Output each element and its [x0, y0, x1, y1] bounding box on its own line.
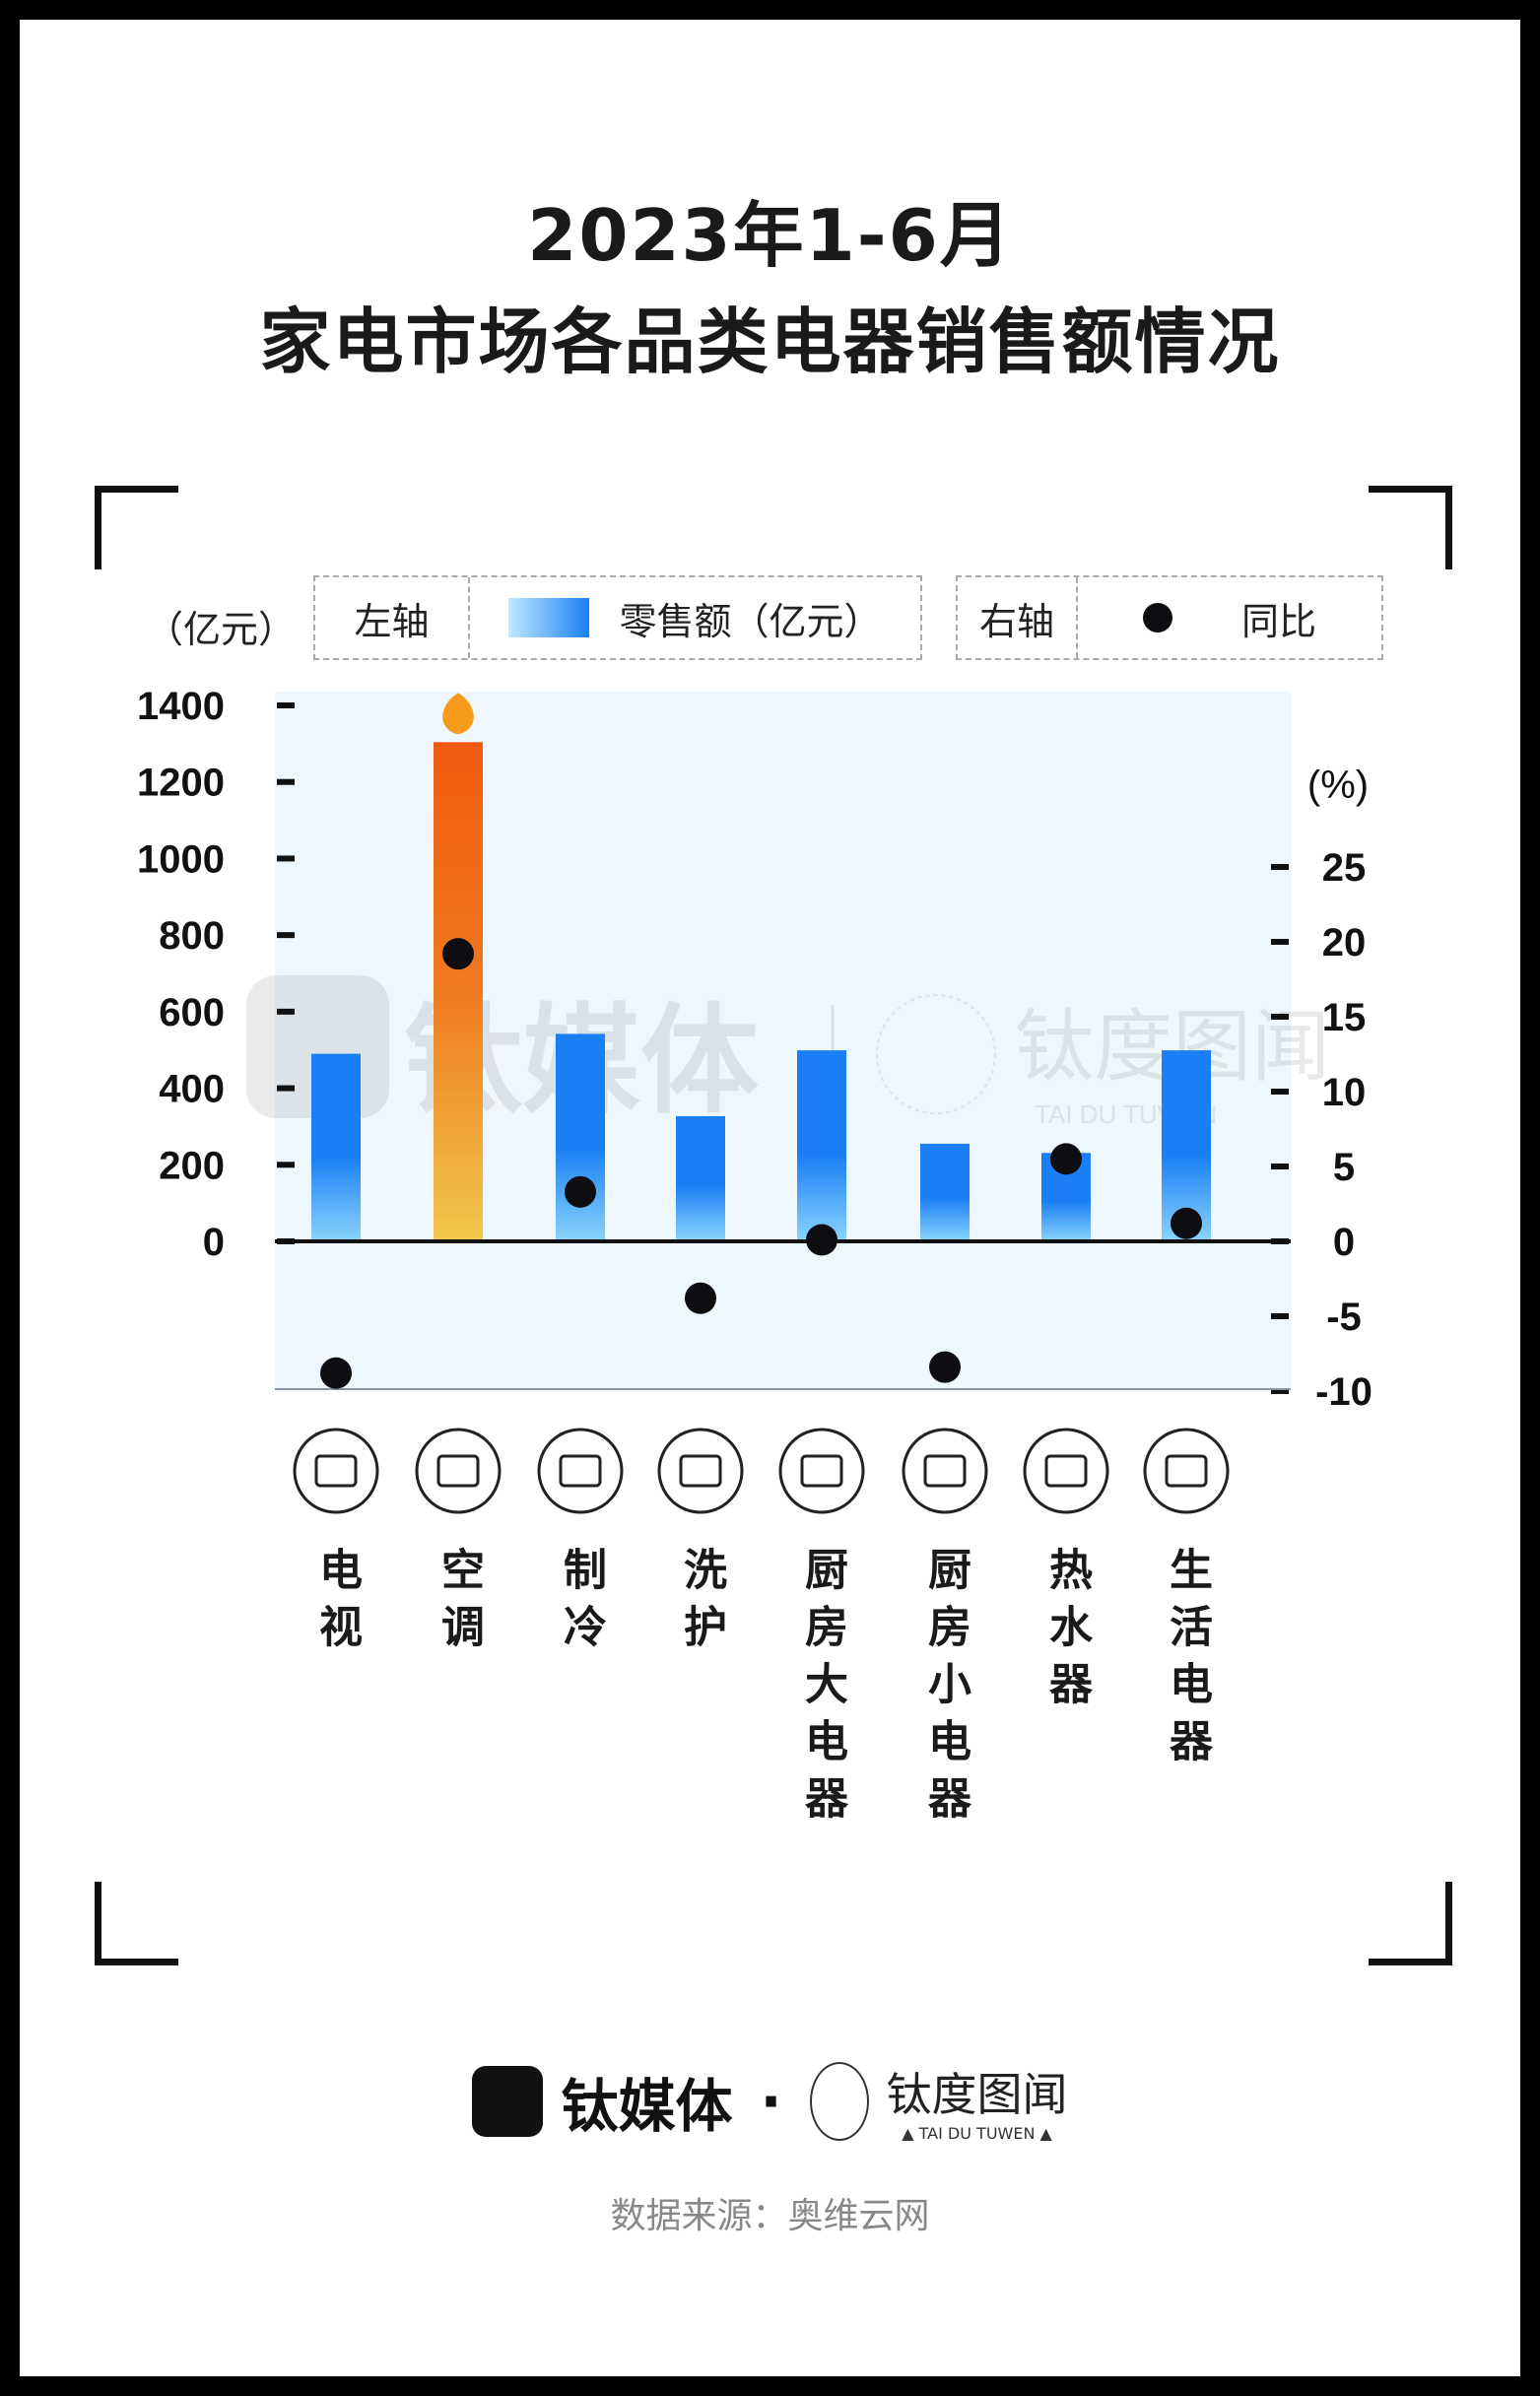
legend-bar-entry: 零售额（亿元）	[468, 577, 920, 658]
right-axis-tick	[1271, 1089, 1289, 1095]
right-axis-tick-label: -10	[1315, 1370, 1373, 1414]
legend-bar-label: 零售额（亿元）	[619, 599, 882, 643]
left-axis-tick	[277, 1008, 295, 1015]
yoy-dot-3	[685, 1282, 716, 1314]
left-axis-tick-label: 800	[159, 914, 225, 958]
bar-1	[434, 742, 483, 1241]
yoy-dot-7	[1171, 1207, 1202, 1239]
right-axis-tick-label: 25	[1322, 846, 1367, 890]
legend-right: 右轴 同比	[956, 575, 1383, 660]
right-axis-tick	[1271, 1313, 1289, 1319]
right-axis-tick-label: 10	[1322, 1071, 1367, 1114]
yoy-dot-0	[320, 1357, 352, 1389]
footer-dot: ·	[760, 2067, 782, 2135]
corner-bracket-top-right	[1369, 486, 1452, 569]
right-axis-tick	[1271, 864, 1289, 870]
yoy-dot-1	[442, 938, 474, 970]
category-label: 厨房小电器	[920, 1547, 971, 1832]
title-line-2: 家电市场各品类电器销售额情况	[259, 300, 1281, 383]
category-label: 空调	[434, 1547, 484, 1661]
yoy-dot-4	[806, 1224, 837, 1256]
snowflake-icon	[537, 1428, 624, 1514]
category-label: 电视	[311, 1547, 362, 1661]
left-axis-tick	[277, 855, 295, 862]
left-axis-tick-label: 1000	[137, 837, 225, 881]
category-label: 厨房大电器	[797, 1547, 847, 1832]
right-axis-tick	[1271, 1014, 1289, 1020]
right-axis-tick-label: 20	[1322, 921, 1367, 965]
fire-icon	[442, 693, 474, 735]
air-conditioner-icon	[415, 1428, 502, 1514]
left-axis-unit: （亿元）	[146, 608, 297, 651]
data-source: 数据来源：奥维云网	[610, 2196, 930, 2236]
range-hood-icon	[778, 1428, 865, 1514]
bar-0	[311, 1053, 361, 1241]
right-axis-tick	[1271, 1164, 1289, 1169]
corner-bracket-top-left	[95, 486, 178, 569]
right-axis-tick-label: 15	[1322, 996, 1367, 1039]
left-axis-tick	[277, 1162, 295, 1168]
yoy-dot-5	[929, 1351, 961, 1383]
left-axis-tick	[277, 778, 295, 785]
bar-4	[797, 1050, 846, 1241]
right-axis-unit: (%)	[1307, 764, 1369, 807]
bar-3	[676, 1115, 725, 1241]
bar-5	[920, 1143, 970, 1241]
footer-sub-brand-en: ▲ TAI DU TUWEN ▲	[902, 2124, 1052, 2143]
category-label: 热水器	[1041, 1547, 1092, 1718]
footer-sub-brand: 钛度图闻	[886, 2068, 1068, 2121]
left-axis-tick-label: 1400	[137, 685, 225, 728]
category-label: 生活电器	[1162, 1547, 1212, 1775]
brand-logo-icon	[472, 2065, 544, 2137]
legend-left-axis-label: 左轴	[354, 599, 430, 643]
category-label: 洗护	[676, 1547, 726, 1661]
bar-2	[556, 1033, 605, 1241]
left-axis-tick-label: 0	[203, 1221, 225, 1264]
right-axis-tick-label: -5	[1326, 1296, 1362, 1339]
legend-dot-label: 同比	[1240, 599, 1316, 643]
right-axis-tick-label: 0	[1333, 1221, 1355, 1264]
legend-left: 左轴 零售额（亿元）	[313, 575, 922, 660]
yoy-dot-6	[1050, 1143, 1082, 1175]
left-axis-tick-label: 200	[159, 1144, 225, 1187]
yoy-dot-2	[565, 1175, 596, 1208]
left-axis-tick-label: 600	[159, 991, 225, 1034]
category-label: 制冷	[556, 1547, 606, 1661]
right-axis-tick	[1271, 939, 1289, 945]
corner-bracket-bottom-right	[1369, 1882, 1452, 1965]
legend-right-axis-label: 右轴	[978, 599, 1054, 643]
fan-icon	[1143, 1428, 1230, 1514]
right-axis-tick	[1271, 1388, 1289, 1394]
tv-icon	[293, 1428, 379, 1514]
legend-dot-swatch	[1142, 603, 1172, 632]
footer-logo: 钛媒体 · 钛度图闻 ▲ TAI DU TUWEN ▲	[0, 2059, 1540, 2143]
sub-brand-logo-icon	[809, 2061, 869, 2141]
corner-bracket-bottom-left	[95, 1882, 178, 1965]
washing-machine-icon	[657, 1428, 744, 1514]
left-axis-tick	[277, 932, 295, 939]
right-axis-tick-label: 5	[1333, 1146, 1355, 1189]
legend-dot-entry: 同比	[1076, 577, 1381, 658]
water-heater-icon	[1023, 1428, 1109, 1514]
title-line-1: 2023年1-6月	[527, 194, 1013, 277]
left-axis-tick	[277, 1085, 295, 1092]
left-axis-tick	[277, 702, 295, 708]
left-axis-tick-label: 400	[159, 1068, 225, 1111]
microwave-icon	[902, 1428, 988, 1514]
footer-brand: 钛媒体	[561, 2072, 733, 2140]
left-axis-tick-label: 1200	[137, 762, 225, 805]
legend-bar-swatch	[508, 598, 590, 637]
